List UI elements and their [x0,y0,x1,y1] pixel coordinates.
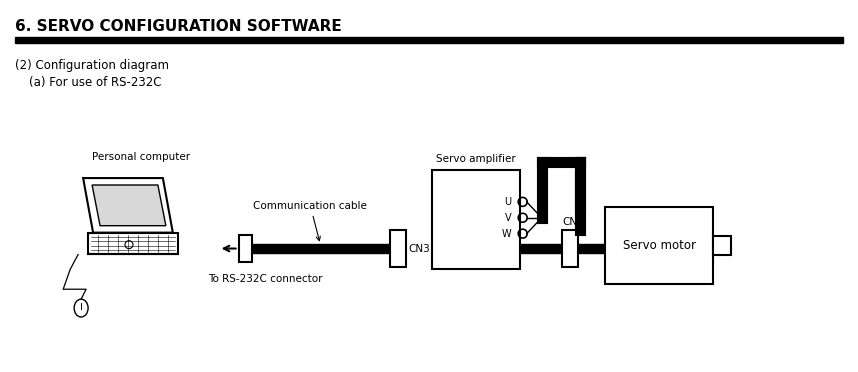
Polygon shape [83,178,172,232]
Bar [606,207,713,284]
Bar [713,235,731,256]
Bar [390,230,406,267]
Text: Servo motor: Servo motor [623,239,696,252]
Polygon shape [92,185,166,226]
Bar [432,170,520,269]
Text: CN2: CN2 [563,217,584,227]
Text: To RS-232C connector: To RS-232C connector [208,274,323,284]
Text: W: W [502,229,511,239]
Text: 6. SERVO CONFIGURATION SOFTWARE: 6. SERVO CONFIGURATION SOFTWARE [15,19,342,34]
Text: V: V [505,213,511,223]
Bar [251,244,390,253]
Text: (a) For use of RS-232C: (a) For use of RS-232C [29,76,162,89]
Text: Communication cable: Communication cable [253,201,367,241]
Text: U: U [505,197,511,207]
Polygon shape [88,232,178,254]
Bar [562,230,577,267]
Bar [577,244,606,253]
Bar [520,244,562,253]
Ellipse shape [74,299,88,317]
Bar [239,235,251,262]
Text: CN3: CN3 [408,244,430,254]
Text: Personal computer: Personal computer [92,152,190,162]
Text: Servo amplifier: Servo amplifier [436,154,516,164]
Text: (2) Configuration diagram: (2) Configuration diagram [15,59,169,72]
Bar [15,37,843,43]
